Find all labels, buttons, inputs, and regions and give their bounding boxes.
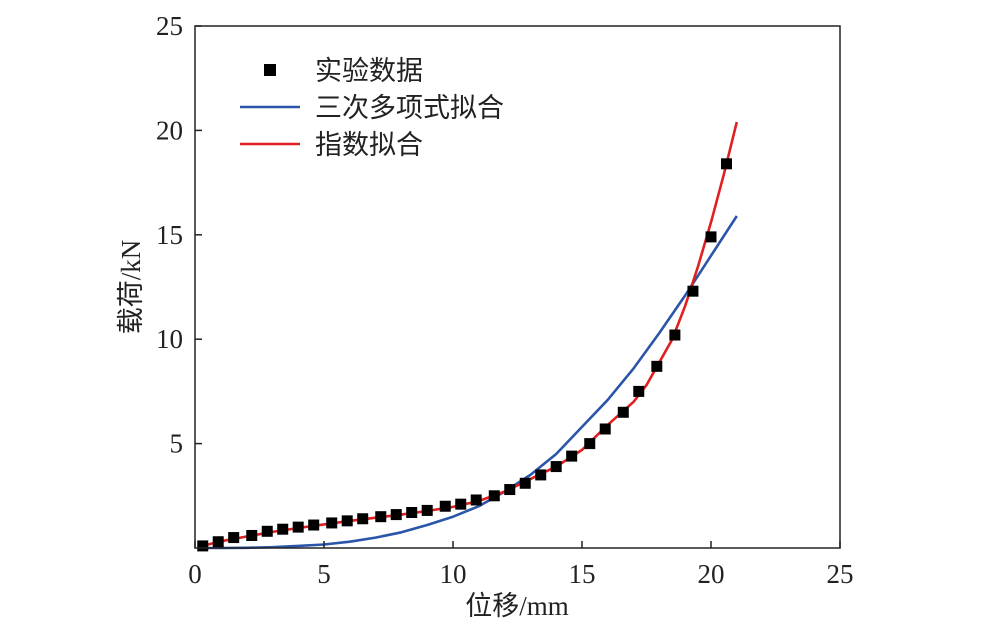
data-point — [705, 231, 717, 243]
x-tick-label: 10 — [440, 559, 467, 589]
data-point — [375, 511, 387, 523]
legend-label: 指数拟合 — [315, 130, 423, 160]
data-point — [519, 477, 531, 489]
data-point — [669, 329, 681, 341]
series-line-1 — [202, 215, 738, 550]
data-point — [504, 484, 516, 496]
y-tick-label: 5 — [170, 429, 184, 459]
data-point — [488, 490, 500, 502]
data-point — [292, 521, 304, 533]
y-tick-label: 25 — [156, 11, 183, 41]
data-point — [566, 450, 578, 462]
plot-lines — [202, 121, 739, 550]
x-tick-label: 5 — [317, 559, 331, 589]
data-point — [308, 519, 320, 531]
data-point — [212, 536, 224, 548]
data-point — [633, 385, 645, 397]
data-point — [406, 507, 418, 519]
data-point — [470, 494, 482, 506]
legend-marker-swatch — [264, 64, 276, 76]
y-axis-title: 载荷/kN — [116, 240, 146, 335]
x-tick-label: 0 — [188, 559, 202, 589]
data-point — [535, 469, 547, 481]
y-tick-label: 15 — [156, 220, 183, 250]
data-point — [550, 461, 562, 473]
data-point — [246, 529, 258, 541]
series-line-2 — [202, 121, 739, 548]
data-point — [599, 423, 611, 435]
data-point — [584, 438, 596, 450]
data-point — [261, 525, 273, 537]
y-tick-label: 20 — [156, 115, 183, 145]
legend-label: 实验数据 — [315, 56, 423, 86]
x-tick-label: 25 — [827, 559, 854, 589]
plot-points — [197, 158, 732, 552]
data-point — [455, 498, 467, 510]
data-point — [617, 406, 629, 418]
plot-frame — [194, 25, 841, 549]
data-point — [326, 517, 338, 529]
data-point — [651, 360, 663, 372]
x-axis-title: 位移/mm — [465, 591, 569, 621]
data-point — [439, 500, 451, 512]
y-axis-ticks: 5 10 15 20 25 — [156, 11, 202, 459]
data-point — [341, 515, 353, 527]
data-point — [357, 513, 369, 525]
legend-label: 三次多项式拟合 — [315, 93, 504, 123]
x-tick-label: 20 — [698, 559, 725, 589]
data-point — [277, 523, 289, 535]
data-point — [228, 532, 240, 544]
data-point — [197, 540, 209, 552]
data-point — [390, 509, 402, 521]
x-axis-ticks: 0 5 10 15 20 25 — [188, 541, 854, 589]
data-point — [687, 285, 699, 297]
data-point — [421, 504, 433, 516]
x-tick-label: 15 — [569, 559, 596, 589]
y-tick-label: 10 — [156, 324, 183, 354]
data-point — [720, 158, 732, 170]
